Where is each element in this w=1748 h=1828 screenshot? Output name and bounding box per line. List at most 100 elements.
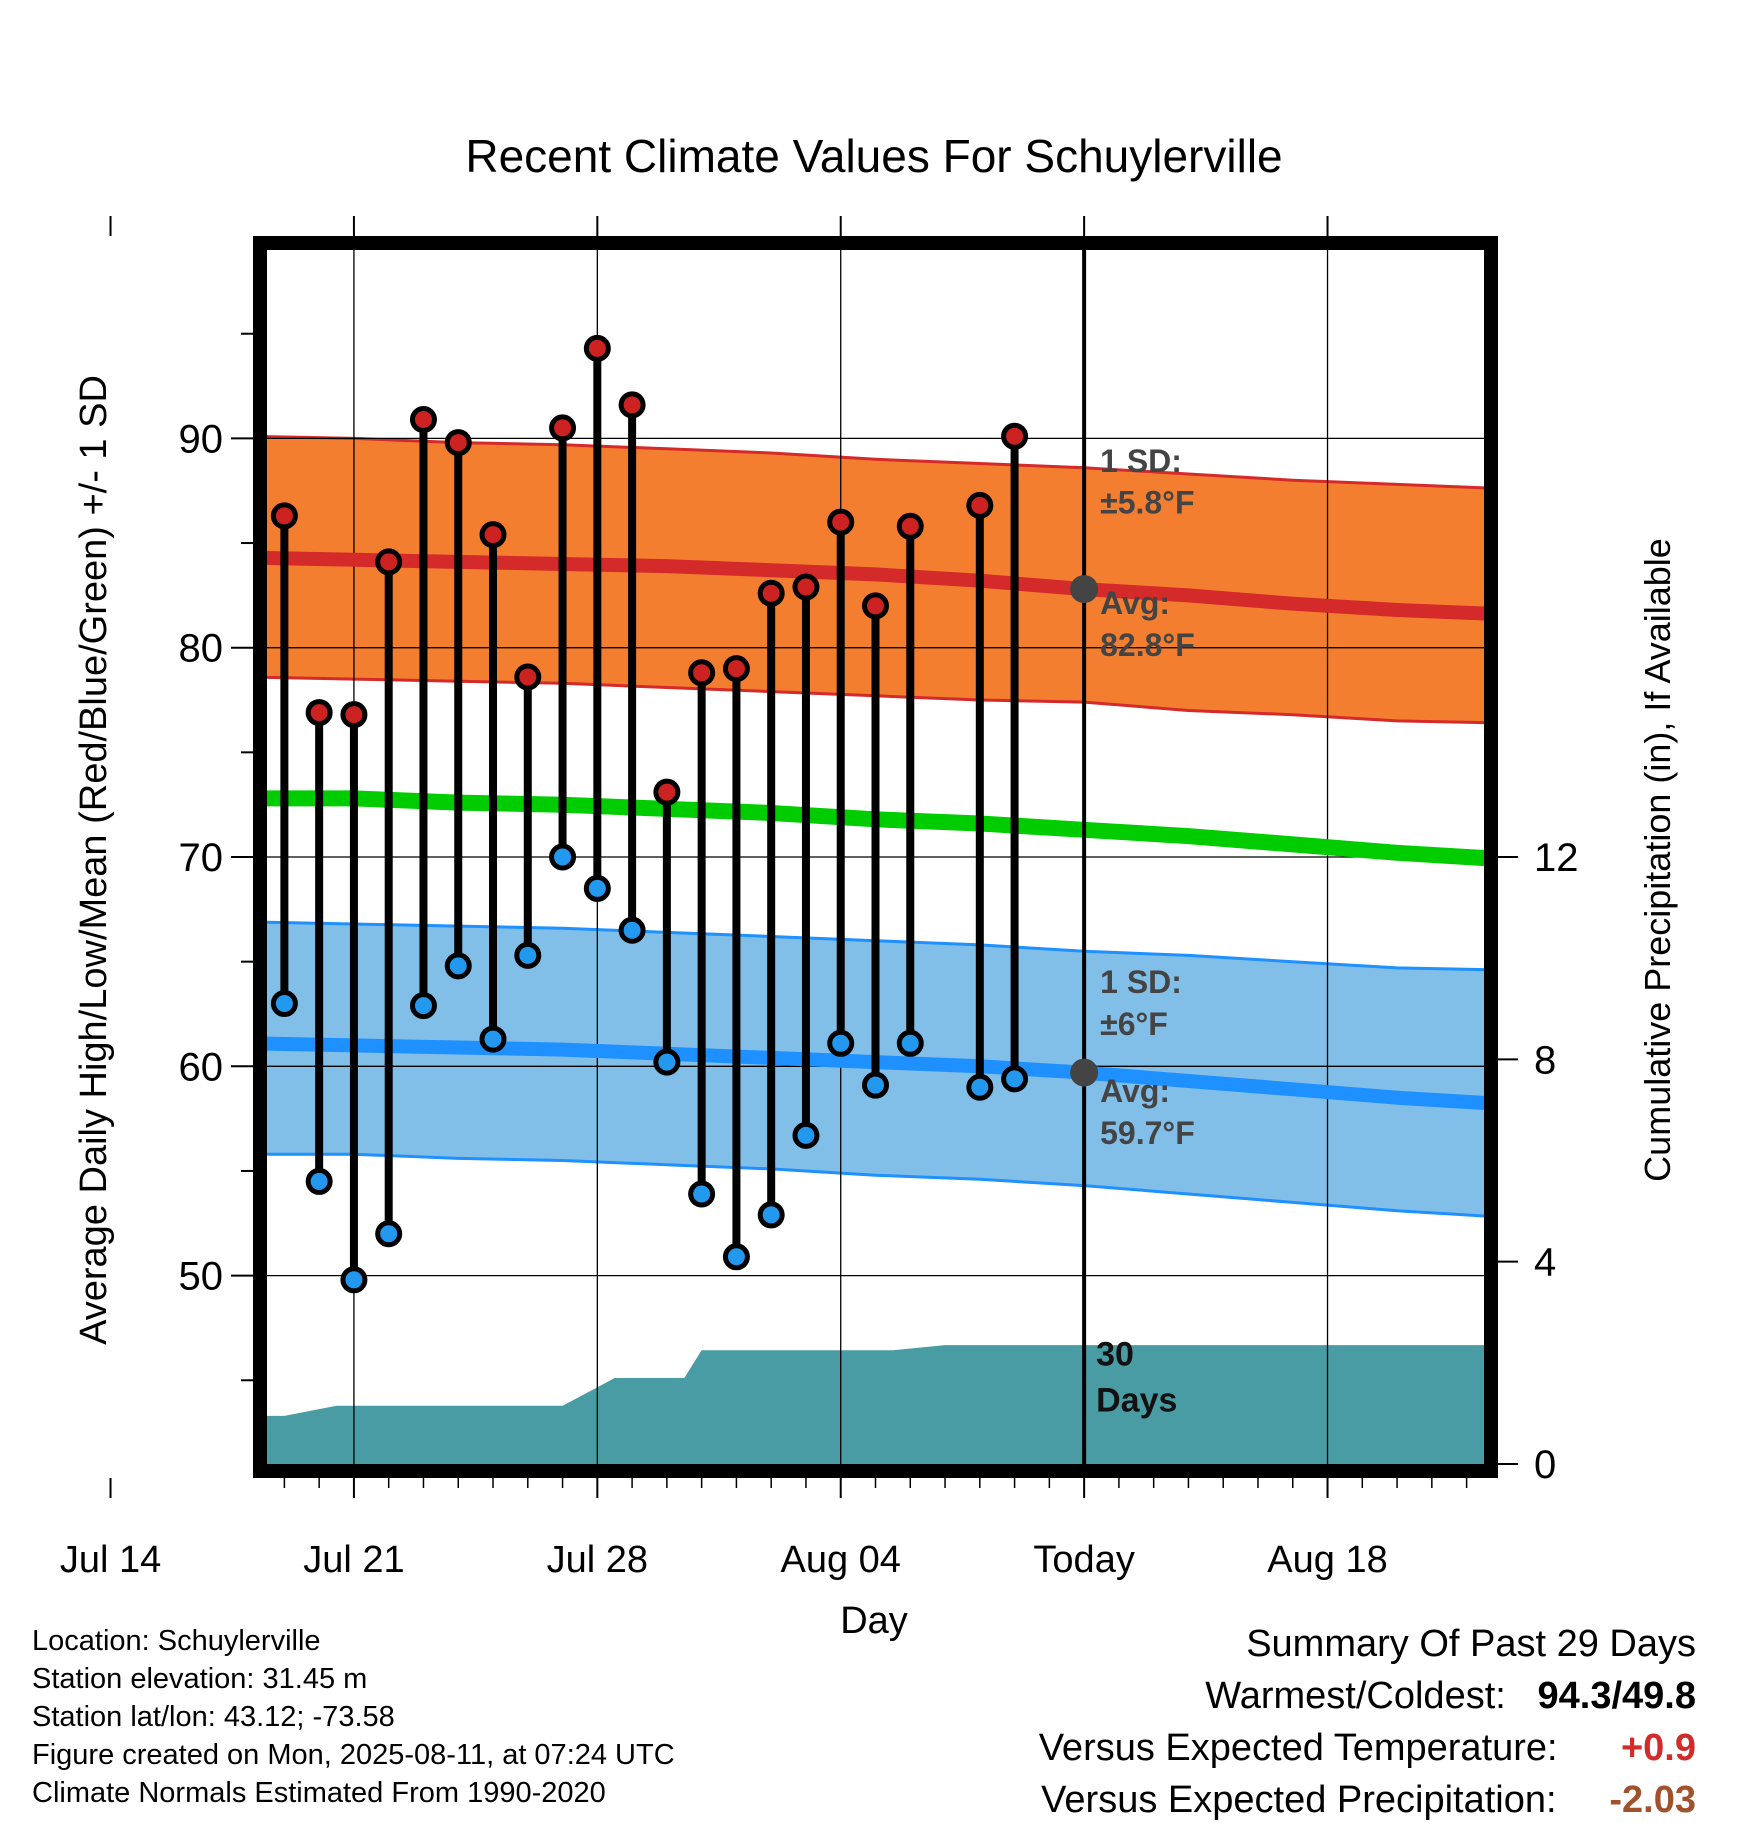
obs-low-point [757,1201,785,1229]
high-sd-upper-line [267,435,1484,490]
y-tick-label: 90 [179,417,224,461]
x-tick-label: Jul 21 [303,1539,404,1581]
obs-low-point [479,1025,507,1053]
obs-high-point [270,502,298,530]
chart-title: Recent Climate Values For Schuylerville [465,130,1282,182]
obs-low-point [966,1073,994,1101]
obs-low-point [688,1180,716,1208]
obs-low-point [1001,1065,1029,1093]
summary-title: Summary Of Past 29 Days [1246,1623,1696,1665]
today-high-normal-point [1070,575,1099,604]
normal-high-line [267,551,1484,621]
precip-area [267,1345,1484,1464]
obs-high-point [479,521,507,549]
info-location: Location: Schuylerville [32,1625,321,1657]
obs-low-point [305,1167,333,1195]
obs-high-point [896,512,924,540]
obs-high-point [1001,422,1029,450]
y-tick-label: 50 [179,1255,224,1299]
temp-vs-expected-value: +0.9 [1620,1727,1696,1769]
high-sd-label: 1 SD: [1100,443,1182,479]
obs-low-point [340,1266,368,1294]
y-axis-label-right: Cumulative Precipitation (in), If Availa… [1637,538,1678,1182]
info-latlon: Station lat/lon: 43.12; -73.58 [32,1701,395,1733]
precip-days-label: 30 [1096,1336,1134,1374]
low-avg-value: 59.7°F [1100,1115,1195,1151]
obs-low-point [618,916,646,944]
obs-low-point [444,952,472,980]
obs-high-point [0,484,17,506]
low-avg-label: Avg: [1100,1073,1170,1109]
obs-low-point [827,1029,855,1057]
obs-low-point [30,823,52,845]
info-elevation: Station elevation: 31.45 m [32,1663,368,1695]
obs-high-point [827,508,855,536]
obs-high-point [409,406,437,434]
obs-high-point [30,488,52,510]
obs-high-point [340,701,368,729]
obs-high-point [305,699,333,727]
y-tick-label: 80 [179,627,224,671]
y-tick-label: 70 [179,836,224,880]
low-sd-lower-line [267,1152,1484,1218]
precip-tick-label: 8 [1534,1038,1556,1082]
obs-low-point [204,1106,226,1128]
obs-high-point [862,592,889,620]
warm-cold-label: Warmest/Coldest: [1205,1675,1506,1717]
obs-low-point [862,1071,889,1099]
x-tick-label: Today [1033,1539,1134,1581]
obs-low-point [722,1243,750,1271]
info-created: Figure created on Mon, 2025-08-11, at 07… [32,1739,675,1771]
precip-vs-expected-value: -2.03 [1609,1779,1696,1821]
obs-high-point [653,778,681,806]
high-sd-value: ±5.8°F [1100,485,1194,521]
high-avg-label: Avg: [1100,585,1170,621]
obs-low-point [0,850,17,872]
summary-temp: Versus Expected Temperature: +0.9 [1039,1722,1696,1774]
low-sd-band [267,922,1484,1216]
precip-tick-label: 0 [1534,1443,1556,1487]
precip-vs-expected-label: Versus Expected Precipitation: [1041,1779,1557,1821]
x-tick-label: Aug 18 [1267,1539,1387,1581]
station-info: Location: Schuylerville Station elevatio… [32,1622,675,1812]
obs-low-point [792,1121,820,1149]
precip-days-label: Days [1096,1382,1177,1420]
normal-mean-line [267,790,1484,867]
obs-high-point [688,659,716,687]
low-sd-label: 1 SD: [1100,964,1182,1000]
today-low-normal-point [1070,1058,1099,1087]
temp-vs-expected-label: Versus Expected Temperature: [1038,1727,1558,1769]
obs-low-point [270,990,298,1018]
obs-low-point [653,1048,681,1076]
high-sd-band [267,436,1484,723]
obs-low-point [583,874,611,902]
obs-high-point [134,369,156,391]
obs-high-point [966,491,994,519]
obs-high-point [375,548,403,576]
low-sd-value: ±6°F [1100,1006,1168,1042]
obs-high-point [514,663,542,691]
x-axis-label: Day [840,1600,908,1642]
obs-high-point [444,429,472,457]
high-sd-lower-line [267,675,1484,725]
x-tick-label: Aug 04 [781,1539,901,1581]
obs-low-point [549,843,577,871]
y-tick-label: 60 [179,1045,224,1089]
obs-high-point [757,579,785,607]
summary-warm-cold: Warmest/Coldest: 94.3/49.8 [1039,1670,1696,1722]
high-avg-value: 82.8°F [1100,627,1195,663]
obs-high-point [722,655,750,683]
obs-low-point [134,949,156,971]
precip-tick-label: 12 [1534,836,1579,880]
obs-high-point [792,573,820,601]
obs-low-point [896,1029,924,1057]
obs-low-point [375,1220,403,1248]
info-normals: Climate Normals Estimated From 1990-2020 [32,1777,606,1809]
x-tick-label: Jul 14 [60,1539,161,1581]
obs-high-point [618,391,646,419]
summary-panel: Summary Of Past 29 Days Warmest/Coldest:… [1039,1618,1696,1826]
summary-precip: Versus Expected Precipitation: -2.03 [1039,1774,1696,1826]
obs-high-point [583,334,611,362]
x-tick-label: Jul 28 [547,1539,648,1581]
